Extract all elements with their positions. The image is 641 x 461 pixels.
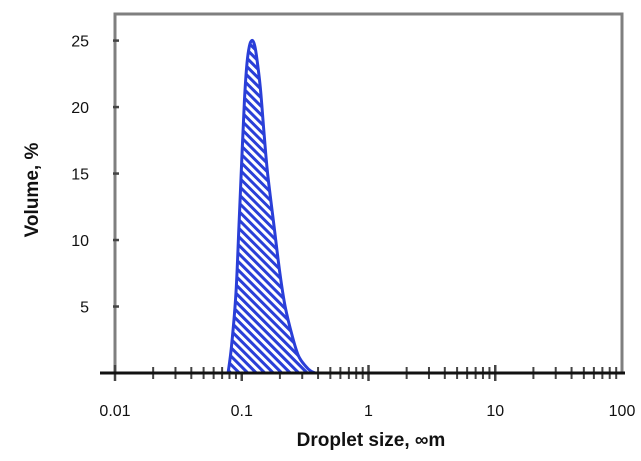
series-0-point bbox=[251, 40, 253, 42]
series-0-point bbox=[305, 365, 307, 367]
y-tick-label: 20 bbox=[71, 100, 89, 117]
series-0-point bbox=[259, 86, 261, 88]
series-0-point bbox=[297, 355, 299, 357]
series-0-point bbox=[230, 345, 232, 347]
x-tick-label: 10 bbox=[486, 403, 504, 420]
x-tick-label: 0.01 bbox=[99, 403, 130, 420]
series-0-point bbox=[255, 53, 257, 55]
y-tick-label: 5 bbox=[80, 300, 89, 317]
plot-frame bbox=[113, 12, 624, 375]
series-0-area bbox=[228, 40, 316, 374]
series-0-line bbox=[226, 38, 316, 375]
data-layer bbox=[226, 38, 316, 375]
y-tick-label: 25 bbox=[71, 34, 89, 51]
y-tick-label: 10 bbox=[71, 233, 89, 250]
y-axis-title: Volume, % bbox=[22, 143, 43, 238]
x-tick-label: 0.1 bbox=[231, 403, 253, 420]
series-0-point bbox=[263, 133, 265, 135]
series-0-point bbox=[243, 99, 245, 101]
series-0-point bbox=[241, 159, 243, 161]
y-ticks bbox=[113, 39, 119, 308]
x-tick-label: 1 bbox=[364, 403, 373, 420]
y-tick-labels: 5 10 15 20 25 bbox=[71, 34, 89, 317]
series-0-point bbox=[273, 226, 275, 228]
series-0-point bbox=[267, 173, 269, 175]
x-tick-label: 100 bbox=[609, 403, 636, 420]
series-0-point bbox=[248, 45, 250, 47]
series-0-point bbox=[279, 272, 281, 274]
series-0-point bbox=[235, 292, 237, 294]
series-0-point bbox=[291, 335, 293, 337]
x-axis-title: Droplet size, ∞m bbox=[297, 430, 446, 451]
y-tick-label: 15 bbox=[71, 167, 89, 184]
x-tick-labels: 0.01 0.1 1 10 100 bbox=[99, 403, 635, 420]
series-0-point bbox=[246, 62, 248, 64]
series-0-point bbox=[238, 226, 240, 228]
series-0-point bbox=[284, 306, 286, 308]
series-0-point bbox=[253, 42, 255, 44]
